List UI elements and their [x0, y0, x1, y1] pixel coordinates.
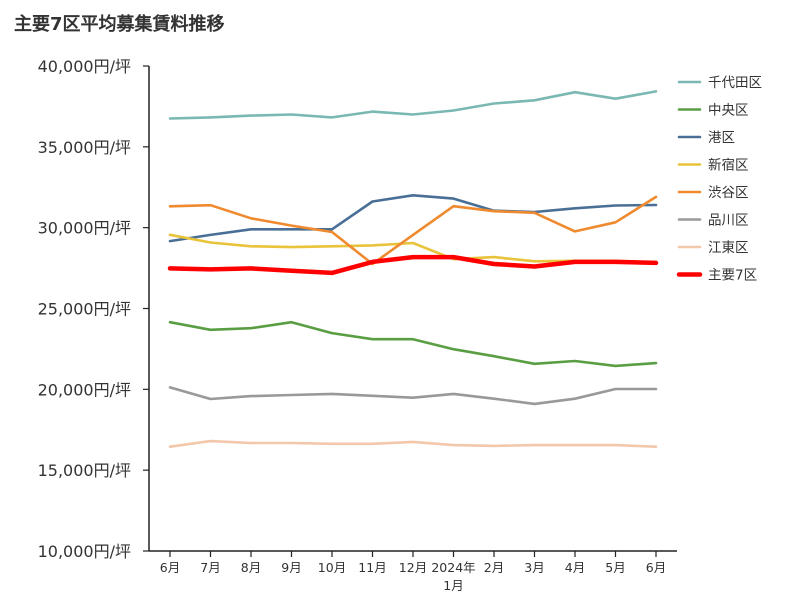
legend-label: 主要7区 — [708, 268, 757, 284]
legend-item: 中央区 — [677, 103, 749, 119]
series-line-6 — [168, 386, 658, 406]
x-tick-label: 7月 — [200, 560, 220, 575]
x-tick-label: 5月 — [605, 560, 625, 575]
series-line-3 — [168, 194, 658, 243]
legend-item: 品川区 — [677, 213, 749, 229]
y-tick-label: 35,000円/坪 — [38, 138, 131, 157]
series-line-1 — [168, 90, 658, 120]
x-tick-label: 6月 — [160, 560, 180, 575]
series-line-5 — [168, 195, 658, 266]
x-tick-label: 8月 — [241, 560, 261, 575]
legend-item: 渋谷区 — [677, 185, 749, 201]
legend-label: 品川区 — [708, 213, 749, 229]
legend-item: 新宿区 — [677, 157, 749, 174]
x-tick-label: 11月 — [358, 560, 386, 575]
series-line-8 — [167, 254, 659, 276]
legend-label: 新宿区 — [708, 157, 749, 174]
x-tick-label: 2月 — [484, 560, 504, 575]
y-tick-label: 10,000円/坪 — [38, 542, 131, 561]
legend-label: 渋谷区 — [708, 185, 749, 201]
x-tick-label: 3月 — [524, 560, 544, 575]
x-tick-label: 9月 — [281, 560, 301, 575]
legend-label: 中央区 — [708, 103, 749, 119]
legend-item: 江東区 — [677, 240, 749, 256]
legend-label: 港区 — [708, 130, 735, 146]
x-tick-label: 12月 — [399, 560, 427, 575]
series-line-7 — [168, 439, 658, 449]
axes-layer: 40,000円/坪 35,000円/坪 30,000円/坪 25,000円/坪 20,0… — [38, 57, 677, 593]
y-tick-label: 30,000円/坪 — [38, 219, 131, 238]
legend-item: 主要7区 — [676, 268, 757, 284]
legend-label: 千代田区 — [708, 75, 762, 91]
legend-item: 千代田区 — [677, 75, 762, 91]
y-tick-label: 40,000円/坪 — [38, 57, 131, 76]
series-line-2 — [168, 320, 658, 368]
chart-title: 主要7区平均募集賃料推移 — [14, 14, 225, 35]
series-layer — [167, 90, 659, 449]
y-tick-label: 25,000円/坪 — [38, 300, 131, 319]
x-tick-label: 2024年 1月 — [431, 560, 475, 593]
x-tick-label: 10月 — [318, 560, 346, 575]
y-tick-label: 15,000円/坪 — [38, 461, 131, 480]
x-tick-label: 4月 — [565, 560, 585, 575]
y-tick-label: 20,000円/坪 — [38, 380, 131, 399]
legend-label: 江東区 — [708, 240, 749, 256]
legend-item: 港区 — [677, 130, 735, 146]
x-tick-label: 6月 — [646, 560, 666, 575]
